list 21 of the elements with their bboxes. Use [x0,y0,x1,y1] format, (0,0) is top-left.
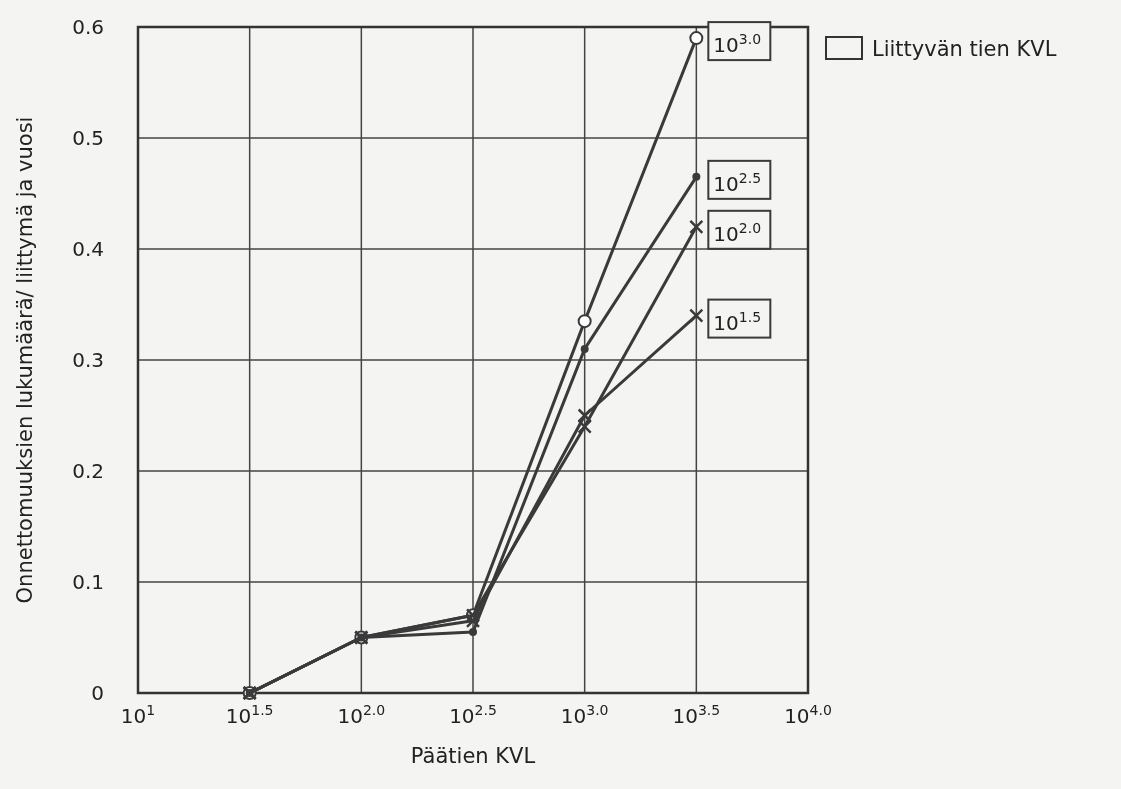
y-tick-label: 0.6 [72,15,104,39]
y-tick-label: 0.1 [72,570,104,594]
y-tick-label: 0.3 [72,348,104,372]
series-label: 10$^{1.5}$ [713,308,762,335]
x-tick-label: 10$^{1}$ [120,702,156,728]
x-tick-label: 10$^{2.0}$ [337,702,386,728]
legend-title: Liittyvän tien KVL [872,37,1057,61]
y-tick-label: 0.4 [72,237,104,261]
y-tick-label: 0.5 [72,126,104,150]
x-axis-title: Päätien KVL [410,744,536,768]
x-tick-label: 10$^{3.0}$ [560,702,609,728]
y-tick-label: 0.2 [72,459,104,483]
y-tick-label: 0 [91,681,104,705]
series-label: 10$^{2.5}$ [713,169,762,196]
x-tick-label: 10$^{2.5}$ [449,702,497,728]
legend-label: 10$^{2.0}$ [713,219,762,246]
x-tick-label: 10$^{4.0}$ [784,702,832,728]
x-tick-label: 10$^{1.5}$ [225,702,274,728]
x-tick-label: 10$^{3.5}$ [672,702,721,728]
y-axis-title: Onnettomuuksien lukumäärä/ liittymä ja vuosi [13,116,37,604]
series-label: 10$^{3.0}$ [713,31,762,58]
